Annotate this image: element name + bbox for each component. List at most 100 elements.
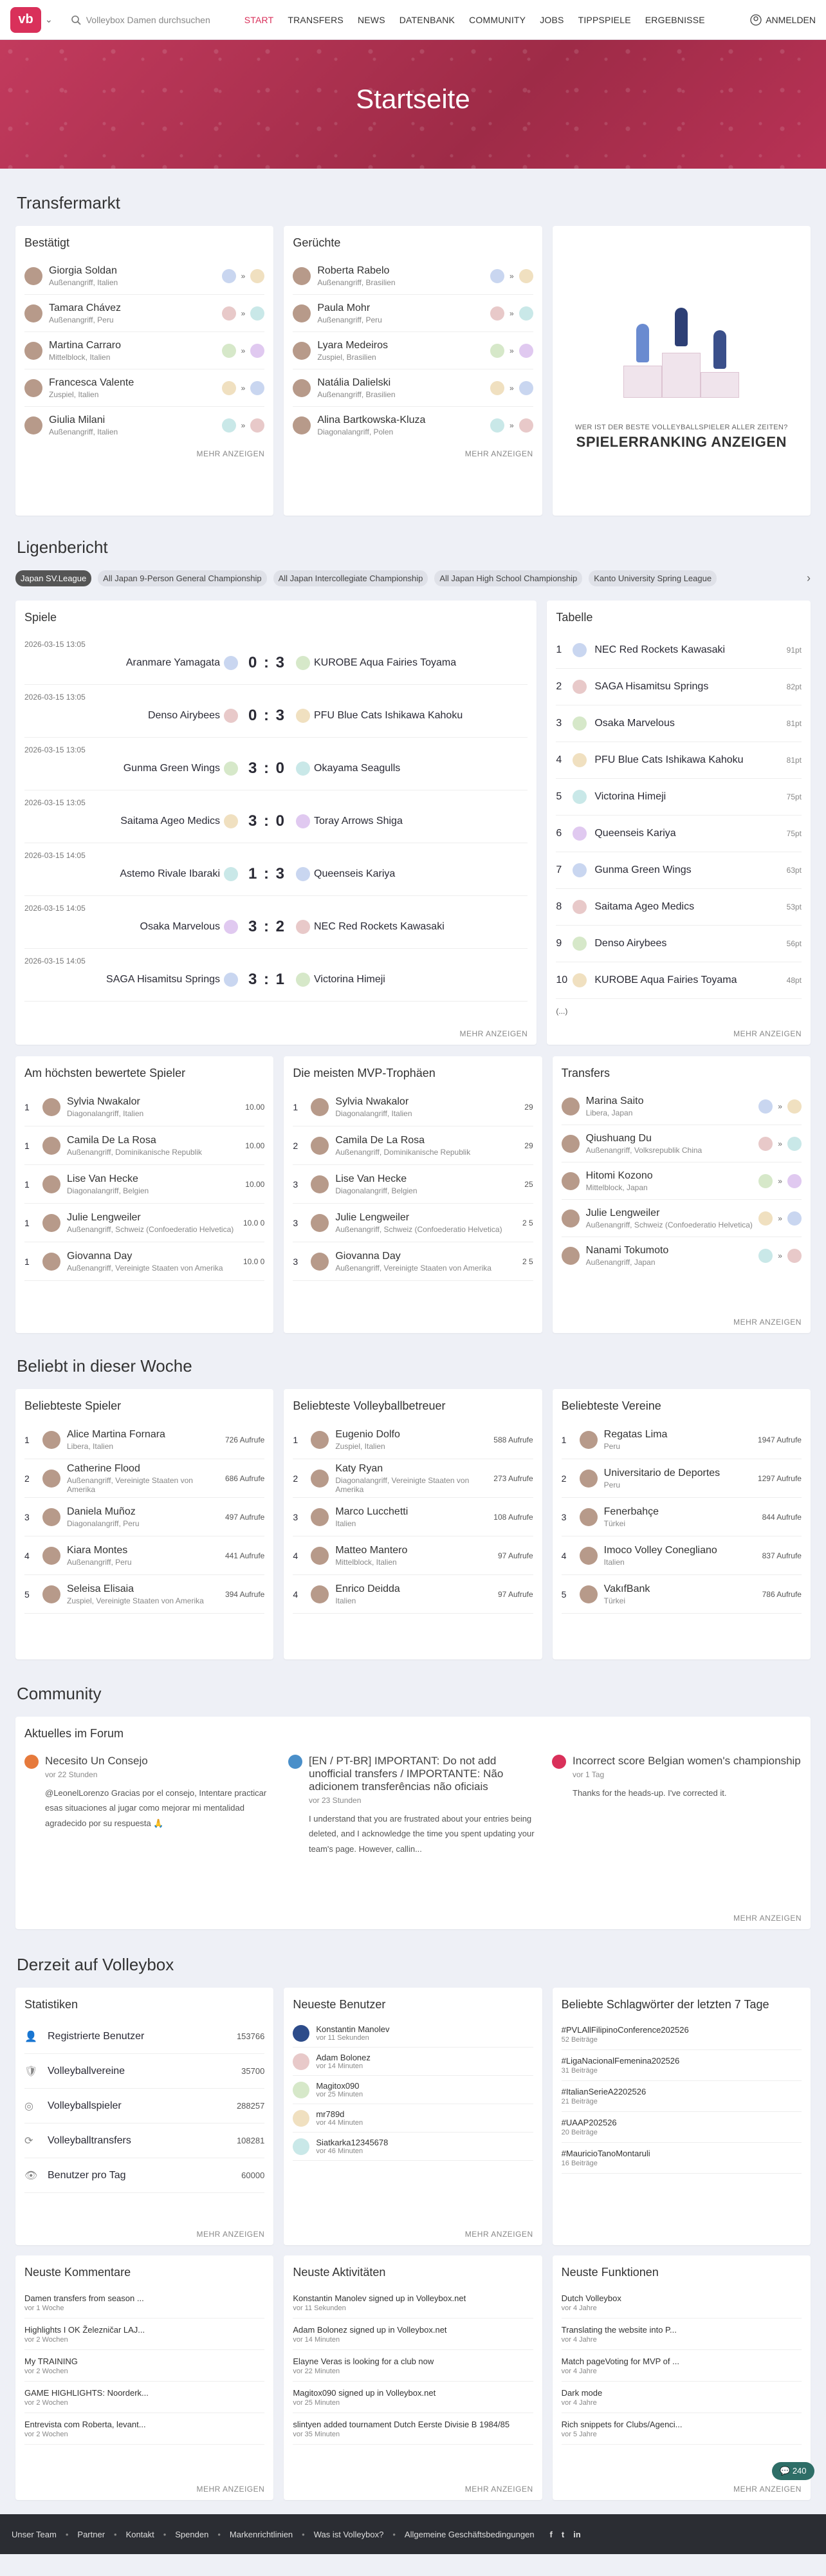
list-item[interactable]: 1 Giovanna Day Außenangriff, Vereinigte St… xyxy=(24,1242,265,1281)
footer-link[interactable]: Partner xyxy=(77,2529,106,2539)
transfer-row[interactable]: Hitomi Kozono Mittelblock, Japan » xyxy=(561,1162,802,1200)
list-item[interactable]: Highlights I OK Železničar LAJ... vor 2 W… xyxy=(24,2319,265,2350)
standings-row[interactable]: 2 SAGA Hisamitsu Springs 82pt xyxy=(556,669,802,705)
more-button[interactable]: MEHR ANZEIGEN xyxy=(196,2485,265,2494)
list-item[interactable]: 3 Marco Lucchetti Italien 108 Aufrufe xyxy=(293,1498,533,1536)
footer-link[interactable]: Kontakt xyxy=(125,2529,154,2539)
transfer-row[interactable]: Paula Mohr Außenangriff, Peru » xyxy=(293,295,533,332)
tab-league[interactable]: All Japan High School Championship xyxy=(434,570,583,586)
list-item[interactable]: 3 Julie Lengweiler Außenangriff, Schweiz (… xyxy=(293,1204,533,1242)
forum-post[interactable]: Incorrect score Belgian women's champion… xyxy=(552,1755,802,1856)
list-item[interactable]: 4 Imoco Volley Conegliano Italien 837 Aufru… xyxy=(561,1536,802,1575)
transfer-row[interactable]: Giorgia Soldan Außenangriff, Italien » xyxy=(24,257,265,295)
transfer-row[interactable]: Alina Bartkowska-Kluza Diagonalangriff, P… xyxy=(293,407,533,444)
more-button[interactable]: MEHR ANZEIGEN xyxy=(196,2230,265,2239)
user-row[interactable]: Siatkarka12345678 vor 46 Minuten xyxy=(293,2133,533,2161)
list-item[interactable]: GAME HIGHLIGHTS: Noorderk... vor 2 Wochen xyxy=(24,2382,265,2413)
more-button[interactable]: MEHR ANZEIGEN xyxy=(733,1914,802,1923)
tab-league[interactable]: Kanto University Spring League xyxy=(589,570,717,586)
standings-row[interactable]: 3 Osaka Marvelous 81pt xyxy=(556,705,802,742)
list-item[interactable]: 2 Camila De La Rosa Außenangriff, Dominika… xyxy=(293,1126,533,1165)
search-box[interactable]: Volleybox Damen durchsuchen xyxy=(71,8,232,32)
list-item[interactable]: slintyen added tournament Dutch Eerste D… xyxy=(293,2413,533,2445)
nav-ergebnisse[interactable]: ERGEBNISSE xyxy=(645,14,705,25)
list-item[interactable]: 3 Lise Van Hecke Diagonalangriff, Belgien 2… xyxy=(293,1165,533,1204)
match-row[interactable]: 2026-03-15 14:05 SAGA Hisamitsu Springs 3 … xyxy=(24,949,528,1002)
list-item[interactable]: 3 Daniela Muñoz Diagonalangriff, Peru 497 A… xyxy=(24,1498,265,1536)
list-item[interactable]: #LigaNacionalFemenina202526 31 Beiträge xyxy=(561,2050,802,2081)
transfer-row[interactable]: Lyara Medeiros Zuspiel, Brasilien » xyxy=(293,332,533,369)
footer-link[interactable]: Markenrichtlinien xyxy=(229,2529,293,2539)
nav-datenbank[interactable]: DATENBANK xyxy=(399,14,455,25)
transfer-row[interactable]: Giulia Milani Außenangriff, Italien » xyxy=(24,407,265,444)
transfer-row[interactable]: Natália Dalielski Außenangriff, Brasilien… xyxy=(293,369,533,407)
more-button[interactable]: MEHR ANZEIGEN xyxy=(459,1029,528,1038)
list-item[interactable]: 1 Sylvia Nwakalor Diagonalangriff, Italien… xyxy=(293,1088,533,1126)
nav-news[interactable]: NEWS xyxy=(357,14,385,25)
list-item[interactable]: My TRAINING vor 2 Wochen xyxy=(24,2350,265,2382)
transfer-row[interactable]: Julie Lengweiler Außenangriff, Schweiz (C… xyxy=(561,1200,802,1237)
list-item[interactable]: 3 Giovanna Day Außenangriff, Vereinigte St… xyxy=(293,1242,533,1281)
nav-tippspiele[interactable]: TIPPSPIELE xyxy=(578,14,631,25)
list-item[interactable]: 1 Eugenio Dolfo Zuspiel, Italien 588 Aufruf… xyxy=(293,1421,533,1459)
linkedin-icon[interactable]: in xyxy=(573,2529,581,2539)
nav-start[interactable]: START xyxy=(244,14,274,25)
transfer-row[interactable]: Roberta Rabelo Außenangriff, Brasilien » xyxy=(293,257,533,295)
list-item[interactable]: 5 VakıfBank Türkei 786 Aufrufe xyxy=(561,1575,802,1614)
more-button[interactable]: MEHR ANZEIGEN xyxy=(733,2485,802,2494)
match-row[interactable]: 2026-03-15 13:05 Aranmare Yamagata 0 : 3 KU… xyxy=(24,632,528,685)
nav-jobs[interactable]: JOBS xyxy=(540,14,564,25)
transfer-row[interactable]: Francesca Valente Zuspiel, Italien » xyxy=(24,369,265,407)
match-row[interactable]: 2026-03-15 14:05 Osaka Marvelous 3 : 2 NEC … xyxy=(24,896,528,949)
list-item[interactable]: 2 Katy Ryan Diagonalangriff, Vereinigte St… xyxy=(293,1459,533,1498)
transfer-row[interactable]: Marina Saito Libera, Japan » xyxy=(561,1088,802,1125)
list-item[interactable]: 4 Enrico Deidda Italien 97 Aufrufe xyxy=(293,1575,533,1614)
list-item[interactable]: 1 Regatas Lima Peru 1947 Aufrufe xyxy=(561,1421,802,1459)
list-item[interactable]: 1 Sylvia Nwakalor Diagonalangriff, Italien… xyxy=(24,1088,265,1126)
list-item[interactable]: Magitox090 signed up in Volleybox.net vor… xyxy=(293,2382,533,2413)
player-ranking-card[interactable]: WER IST DER BESTE VOLLEYBALLSPIELER ALLE… xyxy=(552,226,811,516)
list-item[interactable]: Elayne Veras is looking for a club now vo… xyxy=(293,2350,533,2382)
chat-button[interactable]: 💬 240 xyxy=(772,2462,814,2480)
list-item[interactable]: #UAAP202526 20 Beiträge xyxy=(561,2112,802,2143)
more-button[interactable]: MEHR ANZEIGEN xyxy=(733,1318,802,1327)
list-item[interactable]: Rich snippets for Clubs/Agenci... vor 5 J… xyxy=(561,2413,802,2445)
tab-league[interactable]: All Japan Intercollegiate Championship xyxy=(273,570,428,586)
list-item[interactable]: Entrevista com Roberta, levant... vor 2 W… xyxy=(24,2413,265,2445)
list-item[interactable]: 2 Universitario de Deportes Peru 1297 Aufru… xyxy=(561,1459,802,1498)
list-item[interactable]: 5 Seleisa Elisaia Zuspiel, Vereinigte Staa… xyxy=(24,1575,265,1614)
match-row[interactable]: 2026-03-15 13:05 Saitama Ageo Medics 3 : 0… xyxy=(24,790,528,843)
list-item[interactable]: #MauricioTanoMontaruli 16 Beiträge xyxy=(561,2143,802,2174)
search-input[interactable]: Volleybox Damen durchsuchen xyxy=(86,14,210,25)
transfer-row[interactable]: Tamara Chávez Außenangriff, Peru » xyxy=(24,295,265,332)
list-item[interactable]: Match pageVoting for MVP of ... vor 4 Jah… xyxy=(561,2350,802,2382)
list-item[interactable]: 3 Fenerbahçe Türkei 844 Aufrufe xyxy=(561,1498,802,1536)
more-button[interactable]: MEHR ANZEIGEN xyxy=(196,449,265,458)
user-row[interactable]: Konstantin Manolev vor 11 Sekunden xyxy=(293,2019,533,2048)
twitter-icon[interactable]: t xyxy=(561,2529,565,2539)
match-row[interactable]: 2026-03-15 13:05 Gunma Green Wings 3 : 0 Ok… xyxy=(24,738,528,790)
list-item[interactable]: 1 Camila De La Rosa Außenangriff, Dominika… xyxy=(24,1126,265,1165)
list-item[interactable]: Translating the website into P... vor 4 J… xyxy=(561,2319,802,2350)
list-item[interactable]: 1 Alice Martina Fornara Libera, Italien 726… xyxy=(24,1421,265,1459)
more-button[interactable]: MEHR ANZEIGEN xyxy=(464,2230,533,2239)
standings-row[interactable]: 8 Saitama Ageo Medics 53pt xyxy=(556,889,802,926)
forum-post[interactable]: Necesito Un Consejo vor 22 Stunden @Leonel… xyxy=(24,1755,274,1856)
list-item[interactable]: #ItalianSerieA2202526 21 Beiträge xyxy=(561,2081,802,2112)
list-item[interactable]: 1 Julie Lengweiler Außenangriff, Schweiz (… xyxy=(24,1204,265,1242)
chevron-right-icon[interactable]: › xyxy=(807,572,811,584)
list-item[interactable]: 2 Catherine Flood Außenangriff, Vereinigte… xyxy=(24,1459,265,1498)
footer-link[interactable]: Allgemeine Geschäftsbedingungen xyxy=(404,2529,535,2539)
footer-link[interactable]: Was ist Volleybox? xyxy=(313,2529,384,2539)
footer-link[interactable]: Unser Team xyxy=(12,2529,57,2539)
standings-row[interactable]: 1 NEC Red Rockets Kawasaki 91pt xyxy=(556,632,802,669)
user-row[interactable]: mr789d vor 44 Minuten xyxy=(293,2104,533,2133)
tab-league[interactable]: All Japan 9-Person General Championship xyxy=(98,570,267,586)
list-item[interactable]: #PVLAllFilipinoConference202526 52 Beiträ… xyxy=(561,2019,802,2050)
match-row[interactable]: 2026-03-15 14:05 Astemo Rivale Ibaraki 1 :… xyxy=(24,843,528,896)
more-button[interactable]: MEHR ANZEIGEN xyxy=(464,449,533,458)
more-button[interactable]: MEHR ANZEIGEN xyxy=(464,2485,533,2494)
standings-row[interactable]: 9 Denso Airybees 56pt xyxy=(556,926,802,962)
list-item[interactable]: 1 Lise Van Hecke Diagonalangriff, Belgien 1… xyxy=(24,1165,265,1204)
ranking-button[interactable]: SPIELERRANKING ANZEIGEN xyxy=(576,434,787,450)
